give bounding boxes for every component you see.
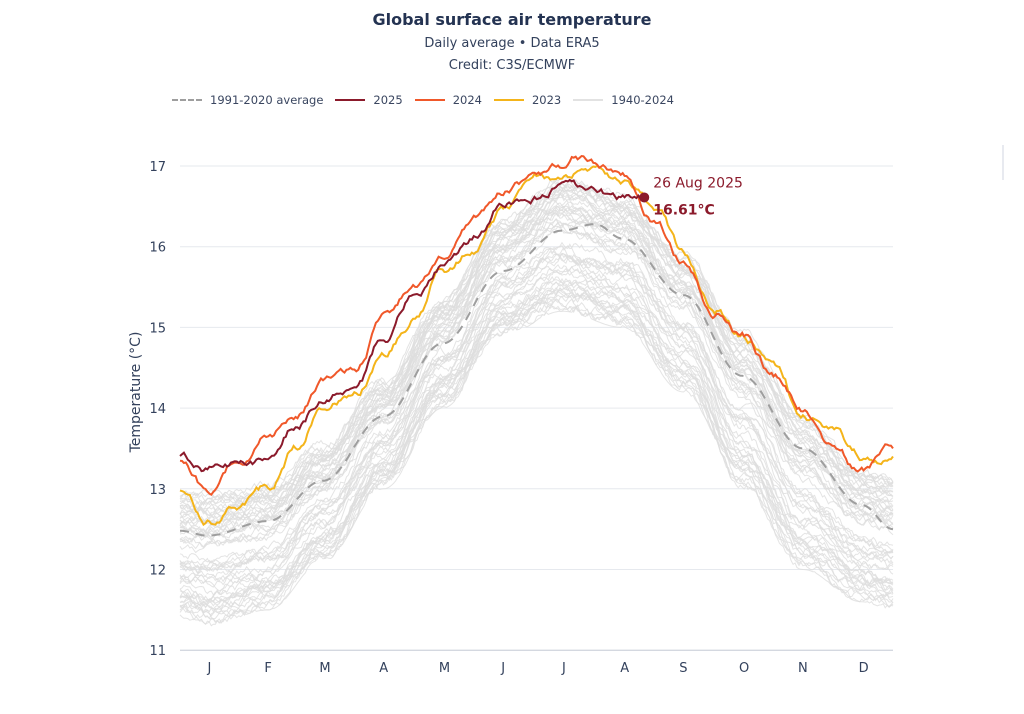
x-tick-label: M	[439, 661, 450, 676]
y-axis-label: Temperature (°C)	[128, 332, 144, 454]
historical-year-line	[179, 241, 894, 564]
series-line-1991-2020-average	[180, 223, 894, 537]
historical-year-line	[179, 253, 894, 567]
historical-year-line	[179, 194, 894, 524]
legend-swatch	[172, 99, 202, 101]
legend-item-2025[interactable]: 2025	[335, 93, 403, 107]
historical-year-line	[179, 218, 894, 541]
y-tick-label: 12	[149, 564, 166, 579]
historical-year-line	[179, 248, 894, 575]
historical-year-line	[179, 186, 894, 517]
historical-year-line	[179, 291, 894, 609]
x-tick-label: J	[500, 661, 505, 676]
y-tick-label: 13	[149, 483, 166, 498]
x-tick-label: F	[264, 661, 271, 676]
historical-year-line	[179, 184, 894, 506]
legend-swatch	[414, 99, 445, 101]
series-line-2023	[179, 164, 894, 527]
historical-year-line	[179, 269, 894, 585]
historical-year-line	[179, 175, 894, 506]
historical-year-line	[179, 287, 894, 606]
legend-label: 1940-2024	[611, 93, 674, 107]
chart-credit: Credit: C3S/ECMWF	[448, 58, 576, 73]
historical-year-line	[179, 180, 894, 498]
legend-swatch	[573, 99, 604, 101]
historical-year-line	[179, 264, 894, 592]
historical-year-line	[179, 211, 894, 534]
x-tick-label: M	[319, 661, 330, 676]
historical-year-line	[179, 277, 894, 596]
legend: 1991-2020 average 2025 2024 2023 1940-20…	[172, 93, 686, 107]
legend-label: 2025	[373, 93, 403, 107]
annotation-value: 16.61°C	[653, 202, 715, 218]
historical-year-line	[179, 268, 894, 585]
historical-year-line	[179, 198, 894, 525]
legend-item-2023[interactable]: 2023	[493, 93, 562, 107]
y-tick-label: 14	[149, 402, 166, 417]
legend-swatch	[493, 99, 524, 101]
x-tick-label: A	[379, 661, 388, 676]
historical-year-line	[179, 292, 894, 617]
legend-item-historical[interactable]: 1940-2024	[573, 93, 674, 107]
historical-year-line	[179, 221, 894, 550]
chart-subtitle: Daily average • Data ERA5	[424, 36, 600, 51]
y-tick-label: 17	[149, 160, 166, 175]
legend-swatch	[335, 99, 366, 101]
historical-year-line	[179, 218, 894, 544]
x-tick-label: D	[859, 661, 869, 676]
legend-label: 2024	[452, 93, 482, 107]
historical-year-line	[179, 181, 894, 514]
historical-year-line	[179, 223, 894, 549]
y-tick-label: 16	[149, 241, 166, 256]
x-tick-label: O	[739, 661, 749, 676]
x-tick-label: J	[206, 661, 211, 676]
historical-year-line	[179, 219, 894, 539]
y-tick-label: 15	[149, 321, 166, 336]
historical-year-line	[179, 206, 894, 525]
series-line-2024	[179, 154, 894, 497]
legend-item-average[interactable]: 1991-2020 average	[172, 93, 323, 107]
legend-item-2024[interactable]: 2024	[414, 93, 482, 107]
series-line-2025	[179, 178, 645, 473]
y-tick-label: 11	[149, 644, 166, 659]
x-tick-label: J	[561, 661, 566, 676]
legend-label: 1991-2020 average	[210, 93, 324, 107]
historical-year-line	[179, 229, 894, 554]
legend-label: 2023	[531, 93, 562, 107]
latest-point-marker[interactable]	[639, 192, 650, 203]
annotation-date: 26 Aug 2025	[653, 175, 743, 191]
x-tick-label: S	[679, 661, 687, 676]
historical-year-line	[179, 281, 894, 601]
chart-title: Global surface air temperature	[372, 10, 652, 29]
x-tick-label: A	[620, 661, 629, 676]
x-tick-label: N	[798, 661, 808, 676]
historical-year-line	[179, 305, 894, 625]
